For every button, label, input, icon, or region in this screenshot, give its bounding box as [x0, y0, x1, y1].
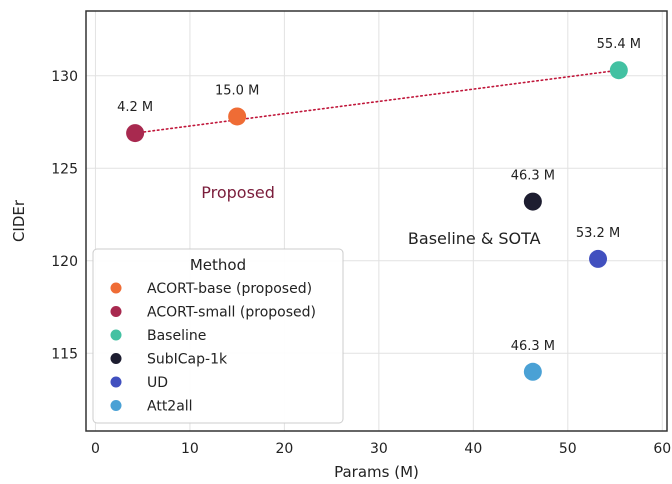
legend-marker	[110, 306, 122, 317]
y-tick-label: 125	[51, 161, 78, 177]
y-tick-label: 130	[51, 69, 78, 85]
data-point	[126, 124, 145, 143]
legend-box	[92, 248, 344, 424]
x-tick-labels: 0 10 20 30 40 50 60	[91, 441, 671, 457]
point-value-label: 53.2 M	[576, 226, 620, 241]
legend-label: SubICap-1k	[147, 352, 228, 368]
point-value-label: 46.3 M	[511, 169, 555, 184]
point-labels: 15.0 M 4.2 M 55.4 M 46.3 M 53.2 M 46.3 M	[117, 37, 641, 354]
chart-annotation: Proposed	[201, 183, 275, 202]
grid-lines	[86, 11, 667, 431]
legend-marker	[110, 353, 122, 364]
point-value-label: 46.3 M	[511, 339, 555, 354]
legend-label: Baseline	[147, 328, 206, 344]
data-point	[228, 107, 247, 126]
legend: Method ACORT-base (proposed) ACORT-small (…	[92, 248, 344, 424]
legend-label: ACORT-base (proposed)	[147, 281, 312, 297]
x-tick-label: 30	[370, 441, 388, 457]
x-tick-label: 40	[464, 441, 482, 457]
annotations: Proposed Baseline & SOTA	[201, 183, 540, 248]
legend-marker	[110, 376, 122, 388]
trend-line-group	[134, 69, 620, 134]
legend-label: UD	[147, 375, 168, 391]
legend-label: Att2all	[147, 399, 193, 415]
trend-line	[134, 69, 620, 134]
legend-label: ACORT-small (proposed)	[147, 305, 316, 321]
legend-marker	[110, 400, 122, 411]
x-tick-label: 10	[181, 441, 199, 457]
plot-frame	[85, 10, 668, 432]
point-value-label: 55.4 M	[597, 37, 641, 52]
y-tick-label: 120	[51, 254, 78, 270]
x-tick-label: 0	[91, 441, 100, 457]
data-point	[523, 362, 542, 381]
point-value-label: 4.2 M	[117, 100, 153, 115]
point-value-label: 15.0 M	[215, 83, 259, 98]
y-axis-title: CIDEr	[10, 199, 28, 242]
data-point	[589, 249, 608, 268]
chart-annotation: Baseline & SOTA	[408, 229, 541, 248]
x-tick-label: 60	[653, 441, 671, 457]
legend-marker	[110, 329, 122, 341]
data-point	[523, 192, 542, 211]
x-tick-label: 50	[559, 441, 577, 457]
x-tick-label: 20	[275, 441, 293, 457]
x-axis-title: Params (M)	[334, 463, 419, 481]
data-points	[126, 61, 628, 381]
y-tick-labels: 115 120 125 130	[51, 69, 78, 363]
data-point	[609, 61, 628, 80]
y-tick-label: 115	[51, 346, 78, 362]
legend-marker	[110, 282, 122, 294]
legend-title: Method	[190, 256, 246, 274]
